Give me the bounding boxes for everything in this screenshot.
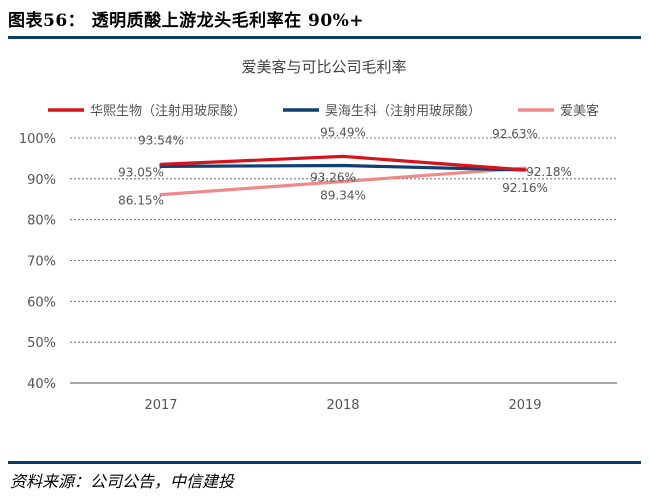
bottom-divider — [8, 461, 641, 464]
chart-gridlines — [70, 137, 617, 384]
x-tick-label: 2018 — [326, 398, 359, 413]
source-note: 资料来源：公司公告，中信建投 — [10, 472, 235, 491]
data-label: 93.05% — [118, 165, 164, 179]
legend-label: 爱美客 — [560, 103, 599, 119]
x-axis-ticks: 2017 2018 2019 — [144, 398, 541, 413]
x-tick-label: 2019 — [508, 398, 541, 413]
series-line — [159, 163, 527, 172]
data-label: 93.54% — [138, 133, 184, 147]
x-tick-label: 2017 — [144, 398, 177, 413]
y-tick-label: 50% — [27, 336, 56, 351]
data-label: 89.34% — [320, 189, 366, 203]
chart-title: 爱美客与可比公司毛利率 — [241, 58, 406, 76]
y-axis-ticks: 40% 50% 60% 70% 80% 90% 100% — [19, 132, 56, 392]
gross-margin-chart: 爱美客与可比公司毛利率 华熙生物（注射用玻尿酸） 昊海生科（注射用玻尿酸） 爱美客 … — [19, 58, 617, 413]
y-tick-label: 70% — [27, 255, 56, 270]
y-tick-label: 80% — [27, 214, 56, 229]
series-line — [159, 154, 527, 172]
data-label: 92.16% — [502, 181, 548, 195]
chart-legend: 华熙生物（注射用玻尿酸） 昊海生科（注射用玻尿酸） 爱美客 — [48, 103, 599, 119]
figure-title: 图表56： 透明质酸上游龙头毛利率在 90%+ — [8, 11, 365, 31]
top-divider — [8, 36, 641, 39]
y-tick-label: 100% — [19, 132, 56, 147]
y-tick-label: 60% — [27, 295, 56, 310]
y-tick-label: 90% — [27, 173, 56, 188]
data-label: 86.15% — [118, 194, 164, 208]
series-lines — [159, 154, 527, 197]
legend-label: 昊海生科（注射用玻尿酸） — [325, 103, 481, 119]
series-line — [159, 166, 527, 197]
legend-label: 华熙生物（注射用玻尿酸） — [90, 103, 246, 119]
data-label: 92.63% — [492, 127, 538, 141]
y-tick-label: 40% — [27, 377, 56, 392]
data-label: 95.49% — [320, 125, 366, 139]
data-label: 93.26% — [310, 171, 356, 185]
data-label: 92.18% — [526, 165, 572, 179]
data-labels: 93.54% 95.49% 92.18% 93.05% 93.26% 92.16% 86.1… — [118, 125, 572, 207]
